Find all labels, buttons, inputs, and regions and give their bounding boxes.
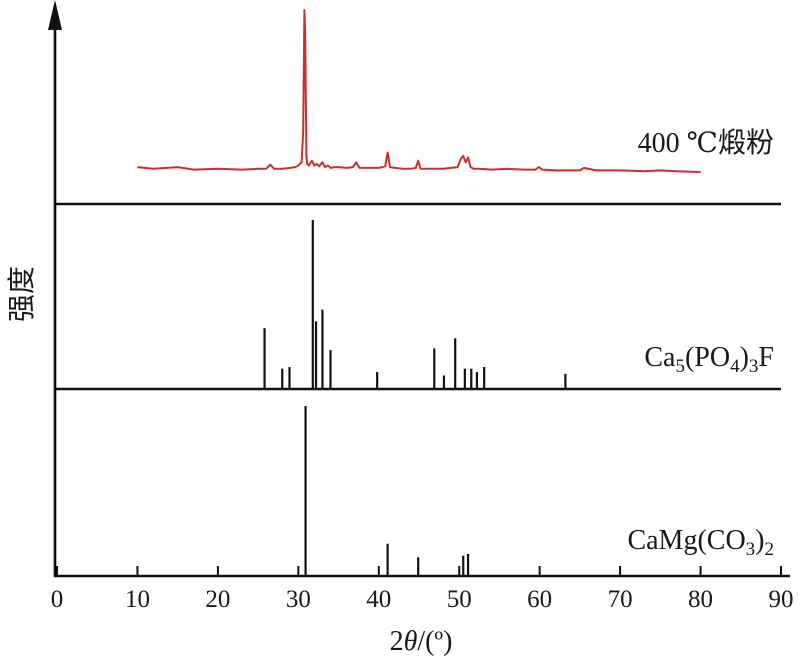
- x-ticks: [56, 566, 782, 576]
- x-tick-label-30: 30: [286, 586, 311, 613]
- series-layer: [137, 9, 701, 576]
- x-tick-label-0: 0: [51, 586, 64, 613]
- x-tick-label-80: 80: [688, 586, 713, 613]
- x-tick-label-60: 60: [527, 586, 552, 613]
- x-tick-label-90: 90: [769, 586, 794, 613]
- dolomite-label: CaMg(CO3)2: [627, 525, 774, 560]
- sample-label: 400 ℃煅粉: [638, 127, 774, 159]
- x-tick-label-40: 40: [366, 586, 391, 613]
- x-tick-label-10: 10: [125, 586, 150, 613]
- y-axis-title: 强度: [6, 266, 38, 322]
- x-tick-labels: 0 10 20 30 40 50 60 70 80 90: [51, 586, 794, 613]
- x-tick-label-50: 50: [447, 586, 472, 613]
- x-tick-label-70: 70: [608, 586, 633, 613]
- fluorapatite-label: Ca5(PO4)3F: [644, 342, 774, 377]
- x-axis-title: 2θ/(º): [390, 626, 453, 657]
- sample-pattern-line: [137, 9, 701, 173]
- y-axis-arrow: [48, 0, 62, 30]
- x-tick-label-20: 20: [205, 586, 230, 613]
